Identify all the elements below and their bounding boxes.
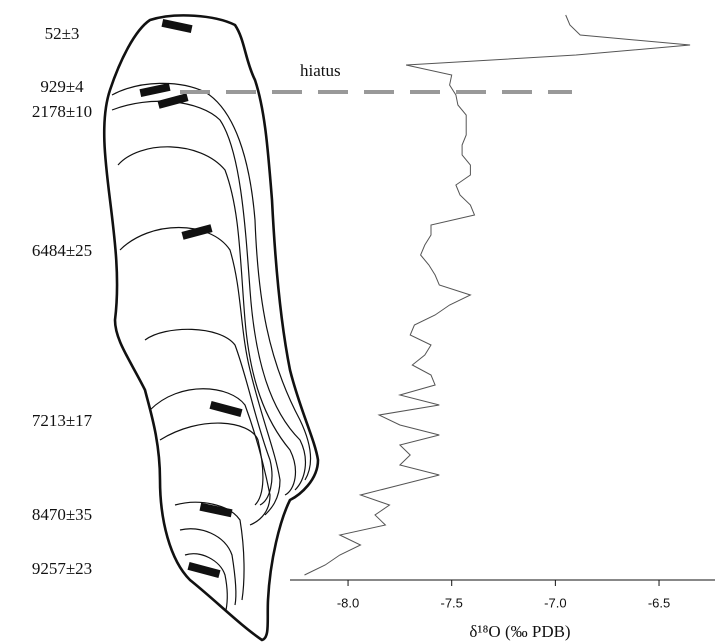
x-tick-label: -7.5 bbox=[441, 595, 463, 610]
x-tick-label: -7.0 bbox=[544, 595, 566, 610]
x-axis-label: δ¹⁸O (‰ PDB) bbox=[469, 622, 570, 641]
d18o-line bbox=[305, 15, 691, 575]
age-label: 6484±25 bbox=[32, 241, 92, 260]
hiatus-label: hiatus bbox=[300, 61, 341, 80]
age-label: 52±3 bbox=[45, 24, 80, 43]
figure: hiatus δ¹⁸O (‰ PDB) -8.0 -7.5 -7.0 -6.5 52±3… bbox=[0, 0, 715, 644]
age-label: 929±4 bbox=[40, 77, 84, 96]
sample-marks bbox=[139, 19, 242, 578]
age-label: 2178±10 bbox=[32, 102, 92, 121]
x-tick-label: -8.0 bbox=[337, 595, 359, 610]
x-tick-label: -6.5 bbox=[648, 595, 670, 610]
age-label: 7213±17 bbox=[32, 411, 93, 430]
page: hiatus δ¹⁸O (‰ PDB) -8.0 -7.5 -7.0 -6.5 52±3… bbox=[0, 0, 715, 644]
age-label: 9257±23 bbox=[32, 559, 92, 578]
stalagmite bbox=[104, 15, 318, 640]
age-label: 8470±35 bbox=[32, 505, 92, 524]
